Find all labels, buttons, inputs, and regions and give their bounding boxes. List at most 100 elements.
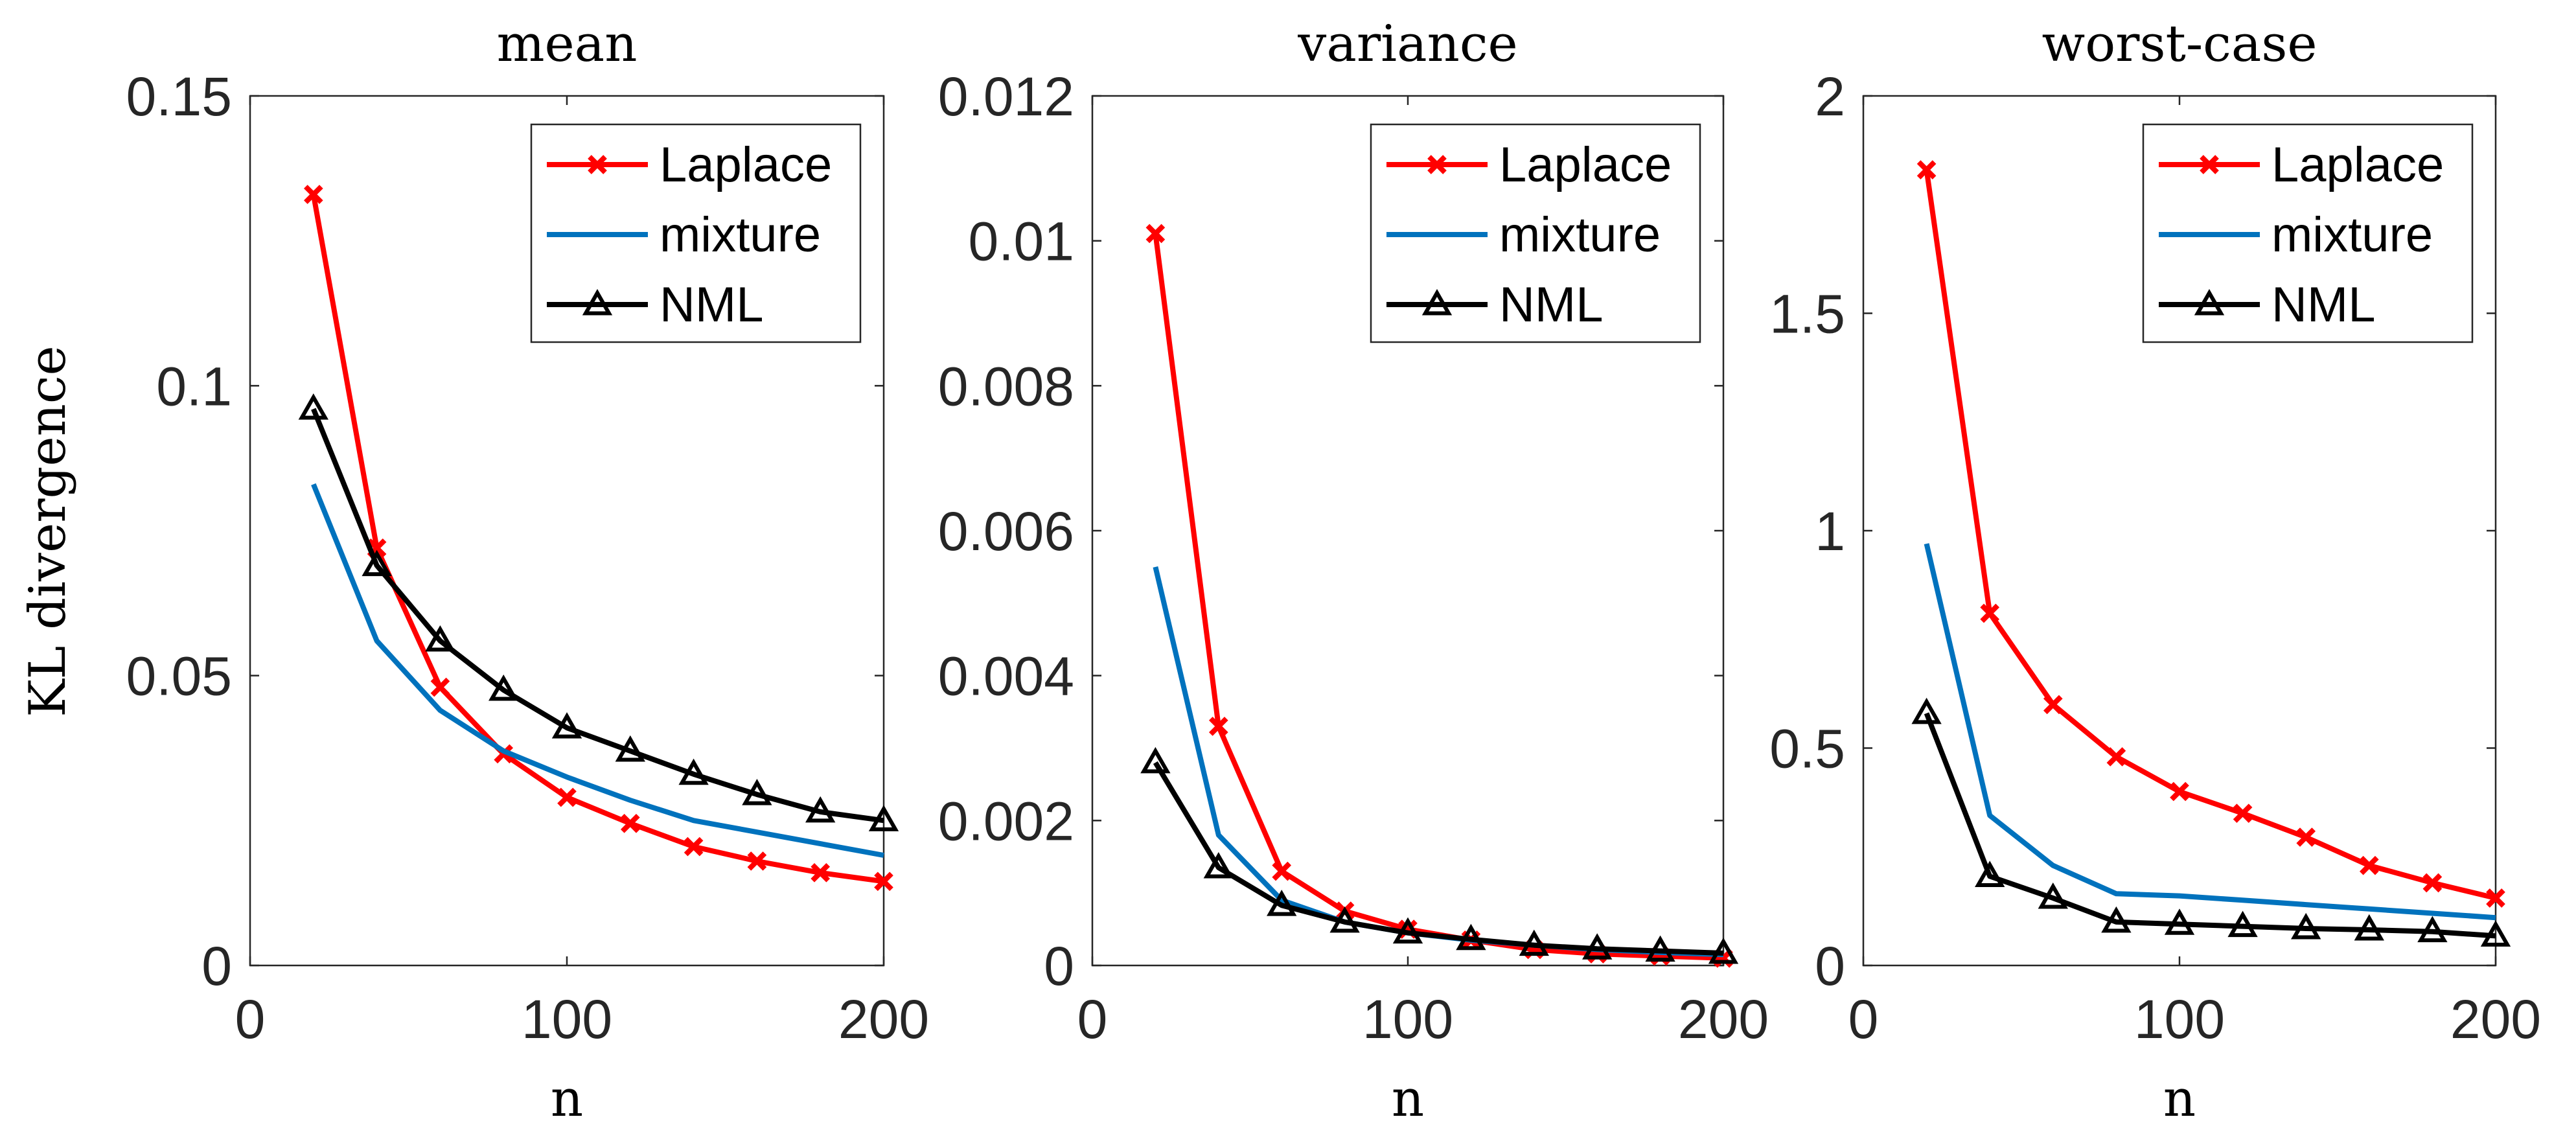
data-point-nml: [2480, 920, 2511, 947]
data-point-nml: [1519, 929, 1549, 956]
legend-label-nml: NML: [2271, 277, 2375, 332]
legend: Laplace mixture NML: [1370, 123, 1701, 343]
data-point-nml: [1140, 746, 1171, 774]
y-tick-label: 0.5: [1769, 719, 1845, 779]
data-point-nml: [362, 549, 392, 577]
x-axis-label: n: [551, 1070, 583, 1128]
data-point-nml: [868, 805, 899, 831]
panel-mean: mean n 0 100 200 0 0.05 0.1 0.15 Laplace mixture…: [126, 15, 930, 1128]
data-point-nml: [2291, 912, 2321, 940]
y-tick-label: 2: [1815, 66, 1845, 127]
panel-title: variance: [1297, 15, 1517, 73]
data-point-laplace: [303, 185, 323, 204]
series-line-nml: [311, 408, 884, 824]
data-point-nml: [489, 674, 519, 701]
data-point-laplace: [2359, 855, 2379, 875]
data-point-laplace: [2043, 695, 2063, 715]
data-point-nml: [615, 735, 645, 762]
panel-variance: variance n 0 100 200 0 0.002 0.004 0.006 0.008 0…: [938, 15, 1769, 1128]
data-point-nml: [1267, 890, 1297, 916]
legend-marker-nml: [582, 288, 613, 316]
data-point-nml: [2417, 916, 2448, 943]
data-point-nml: [2038, 882, 2068, 909]
y-axis-label: KL divergence: [19, 345, 77, 717]
y-tick-label: 0.006: [938, 501, 1074, 562]
data-point-nml: [2101, 906, 2132, 933]
data-point-laplace: [2422, 873, 2443, 893]
data-point-nml: [2354, 914, 2384, 941]
data-point-laplace: [747, 851, 767, 871]
panel-title: worst-case: [2041, 15, 2317, 73]
data-point-nml: [1203, 851, 1234, 879]
data-point-nml: [1329, 906, 1360, 933]
legend-marker-nml: [2194, 288, 2225, 316]
x-axis-label: n: [1392, 1070, 1424, 1128]
y-tick-label: 0.008: [938, 356, 1074, 417]
legend: Laplace mixture NML: [530, 123, 862, 343]
data-point-nml: [1708, 937, 1739, 964]
y-tick-label: 0.002: [938, 791, 1074, 851]
series-line-mixture: [311, 483, 884, 858]
y-tick-label: 1.5: [1769, 284, 1845, 345]
data-point-laplace: [620, 813, 640, 833]
legend-marker-laplace: [2200, 155, 2219, 174]
data-point-laplace: [2170, 781, 2189, 802]
series-line-laplace: [1924, 169, 2496, 901]
legend-label-mixture: mixture: [660, 207, 821, 262]
legend-label-nml: NML: [660, 277, 763, 332]
x-tick-label: 0: [235, 989, 266, 1050]
data-point-nml: [551, 712, 582, 739]
series-line-laplace: [310, 194, 884, 884]
x-tick-label: 100: [522, 989, 612, 1050]
x-tick-label: 0: [1848, 989, 1879, 1050]
data-point-nml: [1911, 697, 1942, 724]
y-tick-label: 0: [1044, 936, 1074, 997]
legend-label-laplace: Laplace: [660, 137, 832, 192]
data-point-nml: [1645, 935, 1675, 962]
data-point-laplace: [684, 837, 704, 857]
series-line-mixture: [1924, 543, 2496, 921]
panel-title: mean: [497, 15, 638, 73]
x-tick-label: 0: [1077, 989, 1108, 1050]
data-point-laplace: [2106, 747, 2126, 767]
data-point-laplace: [811, 863, 831, 883]
data-point-nml: [678, 758, 709, 785]
data-point-laplace: [1272, 861, 1292, 881]
data-point-laplace: [874, 872, 893, 892]
data-point-laplace: [1916, 160, 1937, 179]
panel-worst-case: worst-case n 0 100 200 0 0.5 1 1.5 2 Laplace mixt…: [1769, 15, 2541, 1128]
y-tick-label: 0: [1815, 936, 1845, 997]
legend-label-nml: NML: [1499, 277, 1603, 332]
series-line-nml: [1153, 761, 1724, 956]
data-point-laplace: [1208, 717, 1228, 736]
legend-marker-nml: [1421, 288, 1453, 316]
data-point-nml: [805, 796, 836, 823]
y-tick-label: 0.01: [969, 211, 1075, 272]
x-tick-label: 100: [2134, 989, 2225, 1050]
data-point-laplace: [557, 787, 577, 807]
data-point-nml: [425, 625, 455, 652]
y-tick-label: 0.05: [126, 646, 233, 707]
legend: Laplace mixture NML: [2142, 123, 2474, 343]
data-point-laplace: [1145, 224, 1166, 244]
y-tick-label: 0: [201, 936, 232, 997]
y-tick-label: 0.15: [126, 66, 233, 127]
x-axis-label: n: [2163, 1070, 2196, 1128]
data-point-nml: [1392, 917, 1423, 944]
legend-label-mixture: mixture: [1499, 207, 1661, 262]
x-tick-label: 100: [1363, 989, 1453, 1050]
data-point-laplace: [1980, 603, 2000, 623]
x-tick-label: 200: [838, 989, 929, 1050]
data-point-laplace: [2233, 803, 2253, 823]
data-point-nml: [2227, 910, 2258, 938]
data-point-nml: [298, 393, 328, 420]
y-tick-label: 0.1: [156, 356, 232, 417]
legend-marker-laplace: [588, 155, 607, 174]
legend-marker-laplace: [1427, 155, 1447, 174]
series-line-nml: [1924, 712, 2496, 939]
data-point-laplace: [430, 677, 450, 697]
x-tick-label: 200: [1678, 989, 1769, 1050]
data-point-nml: [1456, 923, 1486, 951]
y-tick-label: 1: [1815, 501, 1845, 562]
